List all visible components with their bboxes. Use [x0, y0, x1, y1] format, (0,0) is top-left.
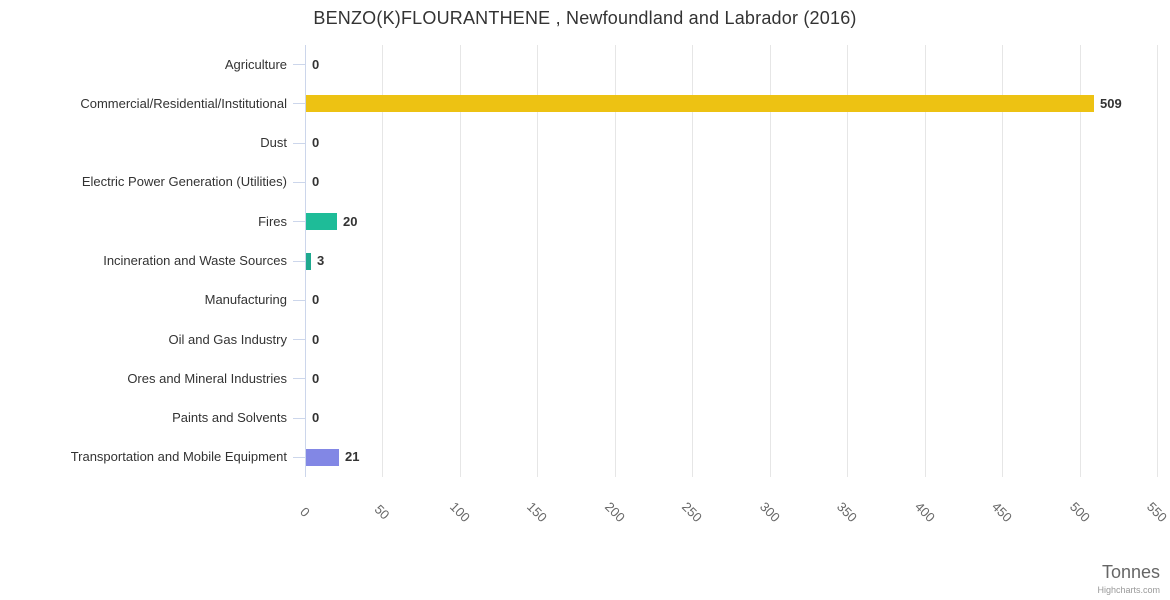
bar[interactable] — [306, 252, 311, 270]
bar-value-label: 0 — [312, 370, 320, 386]
x-gridline — [847, 45, 849, 477]
bar[interactable] — [306, 448, 339, 466]
y-axis-category-label: Commercial/Residential/Institutional — [80, 95, 287, 111]
x-axis-tick-label: 250 — [679, 499, 706, 525]
y-axis-tick — [293, 339, 305, 341]
bar[interactable] — [306, 213, 337, 231]
y-axis-category-label: Fires — [258, 213, 287, 229]
chart-title: BENZO(K)FLOURANTHENE , Newfoundland and … — [313, 8, 857, 28]
y-axis-tick — [293, 456, 305, 458]
y-axis-tick — [293, 181, 305, 183]
bar-value-label: 509 — [1100, 95, 1122, 111]
y-axis-tick — [293, 142, 305, 144]
y-axis-category-label: Electric Power Generation (Utilities) — [81, 174, 287, 190]
x-gridline — [1157, 45, 1158, 477]
y-axis-category-label: Agriculture — [224, 56, 287, 72]
y-axis-category-label: Paints and Solvents — [172, 410, 287, 426]
bar-value-label: 3 — [317, 253, 325, 268]
highcharts-credit[interactable]: Highcharts.com — [1097, 585, 1160, 595]
x-gridline — [537, 45, 539, 477]
y-axis-category-label: Oil and Gas Industry — [168, 331, 288, 347]
x-axis-tick-label: 150 — [524, 499, 551, 525]
bar-value-label: 0 — [312, 331, 320, 347]
x-axis-title: Tonnes — [1101, 562, 1160, 582]
y-axis-category-label: Manufacturing — [204, 292, 287, 308]
x-gridline — [924, 45, 926, 477]
y-axis-category-label: Dust — [260, 135, 287, 151]
y-axis-tick — [293, 103, 305, 105]
y-axis-tick — [293, 64, 305, 66]
x-axis-tick-label: 550 — [1144, 499, 1170, 525]
x-gridline — [614, 45, 616, 477]
bar-value-label: 0 — [312, 135, 320, 151]
y-axis-line — [305, 45, 306, 477]
x-axis-tick-label: 0 — [297, 504, 313, 520]
bar-value-label: 0 — [312, 174, 320, 190]
x-axis-tick-label: 100 — [446, 499, 473, 525]
x-axis-tick-label: 500 — [1066, 499, 1093, 525]
y-axis-tick — [293, 378, 305, 380]
y-axis-category-label: Transportation and Mobile Equipment — [70, 449, 287, 465]
bar-value-label: 21 — [345, 449, 360, 465]
bar-value-label: 0 — [312, 410, 320, 426]
x-gridline — [1079, 45, 1081, 477]
y-axis-tick — [293, 417, 305, 419]
x-gridline — [769, 45, 771, 477]
x-gridline — [1002, 45, 1004, 477]
y-axis-tick — [293, 299, 305, 301]
x-axis-tick-label: 200 — [601, 499, 628, 525]
y-axis-tick — [293, 221, 305, 223]
y-axis-category-label: Ores and Mineral Industries — [127, 370, 287, 386]
x-gridline — [692, 45, 694, 477]
x-axis-tick-label: 350 — [834, 499, 861, 525]
x-axis-tick-label: 450 — [989, 499, 1016, 525]
y-axis-tick — [293, 260, 305, 262]
bar[interactable] — [306, 95, 1094, 113]
bar-value-label: 0 — [312, 292, 320, 308]
x-axis-tick-label: 400 — [911, 499, 938, 525]
bar-value-label: 20 — [343, 213, 358, 229]
bar-value-label: 0 — [312, 56, 320, 72]
x-axis-tick-label: 50 — [372, 501, 393, 523]
x-gridline — [382, 45, 384, 477]
y-axis-category-label: Incineration and Waste Sources — [103, 253, 287, 268]
x-axis-tick-label: 300 — [756, 499, 783, 525]
x-gridline — [459, 45, 461, 477]
